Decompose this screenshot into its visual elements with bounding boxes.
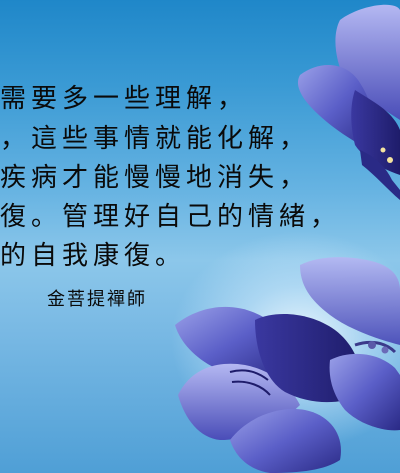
top-flower <box>297 4 400 200</box>
bottom-flower <box>175 257 400 473</box>
quote-line-1: 需要多一些理解， <box>0 84 249 114</box>
quote-line-5: 的自我康復。 <box>0 241 187 271</box>
quote-line-2: ，這些事情就能化解， <box>0 124 311 154</box>
quote-line-3: 疾病才能慢慢地消失， <box>0 163 311 193</box>
quote-line-4: 復。管理好自己的情緒， <box>0 202 342 232</box>
author-name: 金菩提禪師 <box>47 289 147 310</box>
